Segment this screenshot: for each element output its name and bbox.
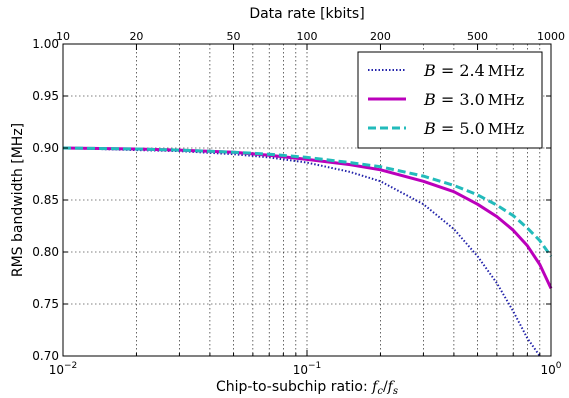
- x-axis-title-math: fc/fs: [371, 379, 398, 397]
- legend-label-1: B = 2.4 MHz: [423, 61, 524, 80]
- y-tick-label: 1.00: [32, 37, 59, 51]
- x-axis-title-text: Chip-to-subchip ratio:: [216, 379, 372, 395]
- y-tick-label: 0.70: [32, 349, 59, 363]
- y-axis-title: RMS bandwidth [MHz]: [10, 123, 26, 277]
- x-tick-label: 100: [540, 361, 561, 377]
- top-tick-label: 200: [370, 30, 391, 43]
- legend: B = 2.4 MHz B = 3.0 MHz B = 5.0 MHz: [357, 51, 543, 149]
- legend-label-3: B = 5.0 MHz: [423, 119, 524, 138]
- y-tick-label: 0.80: [32, 245, 59, 259]
- x-axis-title: Chip-to-subchip ratio: fc/fs: [216, 379, 398, 397]
- top-tick-label: 100: [297, 30, 318, 43]
- x-tick-label: 10−2: [49, 361, 78, 377]
- y-tick-label: 0.95: [32, 89, 59, 103]
- x-tick-label: 10−1: [293, 361, 322, 377]
- top-x-axis-title: Data rate [kbits]: [249, 6, 364, 22]
- series-line-3: [62, 146, 553, 258]
- top-tick-label: 10: [56, 30, 70, 43]
- y-tick-label: 0.75: [32, 297, 59, 311]
- top-tick-label: 1000: [537, 30, 565, 43]
- y-tick-label: 0.90: [32, 141, 59, 155]
- top-tick-label: 500: [467, 30, 488, 43]
- top-tick-label: 20: [129, 30, 143, 43]
- legend-label-2: B = 3.0 MHz: [423, 90, 524, 109]
- y-tick-label: 0.85: [32, 193, 59, 207]
- ticks: 0.70 0.75 0.80 0.85 0.90 0.95 1.00 10−2 10−1 100 1…: [32, 30, 565, 377]
- top-tick-label: 50: [227, 30, 241, 43]
- series-line-2: [62, 146, 553, 290]
- series-lines: [62, 146, 553, 357]
